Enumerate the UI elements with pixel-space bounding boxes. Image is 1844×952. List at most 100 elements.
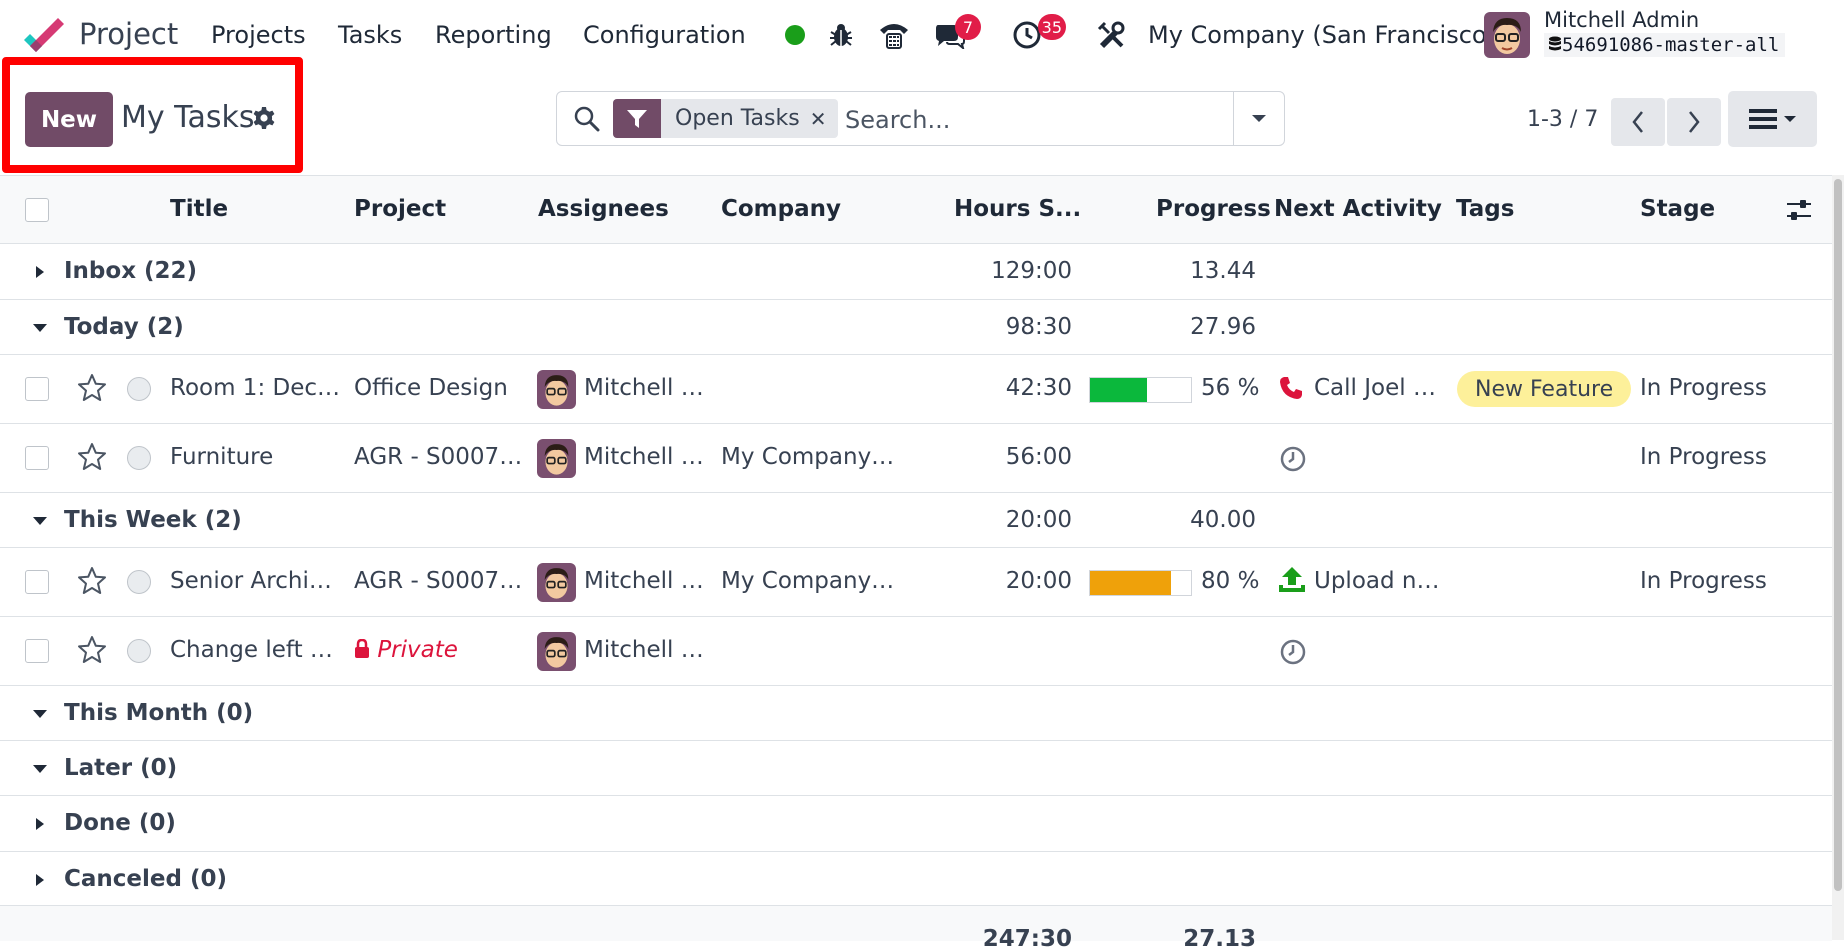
search-options-toggle[interactable] <box>1233 92 1284 145</box>
column-stage[interactable]: Stage <box>1640 196 1716 222</box>
pager-next-button[interactable] <box>1667 98 1721 146</box>
gear-icon[interactable] <box>252 106 276 130</box>
row-checkbox[interactable] <box>25 639 49 663</box>
table-row[interactable]: Furniture AGR - S0007… Mitchell … My Com… <box>0 424 1832 493</box>
user-name[interactable]: Mitchell Admin <box>1544 8 1700 32</box>
menu-tasks[interactable]: Tasks <box>338 21 403 49</box>
table-row[interactable]: Room 1: Dec… Office Design Mitchell … 42… <box>0 355 1832 424</box>
pager-value[interactable]: 1-3 / 7 <box>1527 107 1599 132</box>
task-status-indicator[interactable] <box>127 570 151 594</box>
upload-icon[interactable] <box>1277 565 1307 595</box>
row-checkbox[interactable] <box>25 446 49 470</box>
task-hours: 42:30 <box>1005 375 1072 401</box>
task-title: Furniture <box>170 444 274 470</box>
next-activity[interactable]: Call Joel … <box>1314 375 1436 401</box>
table-header: Title Project Assignees Company Hours S.… <box>0 175 1832 244</box>
company-switcher[interactable]: My Company (San Francisco) <box>1148 21 1496 49</box>
clock-icon[interactable] <box>1279 445 1307 473</box>
assignee-avatar[interactable] <box>537 632 576 671</box>
group-row-inbox[interactable]: Inbox (22) 129:00 13.44 <box>0 244 1832 300</box>
new-button[interactable]: New <box>25 92 113 147</box>
chat-badge: 7 <box>955 14 981 40</box>
assignee-name: Mitchell … <box>584 444 704 470</box>
select-all-checkbox[interactable] <box>25 198 49 222</box>
phone-icon[interactable] <box>1278 375 1304 401</box>
assignee-avatar[interactable] <box>537 563 576 602</box>
menu-reporting[interactable]: Reporting <box>435 21 552 49</box>
scrollbar-thumb[interactable] <box>1834 179 1842 891</box>
chat-icon[interactable]: 7 <box>933 14 981 52</box>
task-project: Office Design <box>354 375 508 401</box>
task-hours: 20:00 <box>1005 568 1072 594</box>
column-assignees[interactable]: Assignees <box>538 196 669 222</box>
star-icon[interactable] <box>76 634 108 666</box>
group-label: Today (2) <box>64 314 184 340</box>
group-row-today[interactable]: Today (2) 98:30 27.96 <box>0 300 1832 355</box>
presence-status-icon[interactable] <box>778 18 812 52</box>
progress-bar <box>1089 570 1192 596</box>
next-activity[interactable]: Upload n… <box>1314 568 1440 594</box>
optional-columns-icon[interactable] <box>1786 198 1812 222</box>
vertical-scrollbar[interactable] <box>1832 175 1844 940</box>
column-next-activity[interactable]: Next Activity <box>1274 196 1442 222</box>
menu-projects[interactable]: Projects <box>211 21 306 49</box>
group-row-this-week[interactable]: This Week (2) 20:00 40.00 <box>0 493 1832 548</box>
table-footer-totals: 247:30 27.13 <box>0 905 1832 952</box>
settings-tools-icon[interactable] <box>1094 18 1128 52</box>
search-icon[interactable] <box>573 105 601 133</box>
task-status-indicator[interactable] <box>127 446 151 470</box>
app-name[interactable]: Project <box>79 17 179 51</box>
progress-label: 56 % <box>1201 375 1260 401</box>
user-avatar[interactable] <box>1484 12 1530 58</box>
row-checkbox[interactable] <box>25 377 49 401</box>
row-checkbox[interactable] <box>25 570 49 594</box>
star-icon[interactable] <box>76 372 108 404</box>
column-hours-spent[interactable]: Hours S... <box>954 196 1082 222</box>
caret-right-icon <box>36 266 44 278</box>
task-stage: In Progress <box>1640 375 1767 401</box>
view-switcher-button[interactable] <box>1728 91 1817 147</box>
pager-previous-button[interactable] <box>1611 98 1665 146</box>
chevron-right-icon <box>1689 111 1700 133</box>
star-icon[interactable] <box>76 441 108 473</box>
progress-label: 80 % <box>1201 568 1260 594</box>
activity-clock-icon[interactable]: 35 <box>1010 14 1066 52</box>
group-row-done[interactable]: Done (0) <box>0 796 1832 852</box>
group-row-later[interactable]: Later (0) <box>0 741 1832 796</box>
task-project-private: Private <box>354 637 458 663</box>
database-icon <box>1549 36 1561 51</box>
group-hours: 20:00 <box>1005 507 1072 533</box>
facet-remove-icon[interactable]: ✕ <box>809 106 827 131</box>
group-row-this-month[interactable]: This Month (0) <box>0 686 1832 741</box>
table-row[interactable]: Senior Archi… AGR - S0007… Mitchell … My… <box>0 548 1832 617</box>
assignee-name: Mitchell … <box>584 568 704 594</box>
assignee-avatar[interactable] <box>537 370 576 409</box>
database-label: 54691086-master-all <box>1562 34 1780 56</box>
column-progress[interactable]: Progress <box>1156 196 1271 222</box>
table-row[interactable]: Change left … Private Mitchell … <box>0 617 1832 686</box>
caret-right-icon <box>36 874 44 886</box>
column-title[interactable]: Title <box>170 196 229 222</box>
task-status-indicator[interactable] <box>127 639 151 663</box>
column-tags[interactable]: Tags <box>1456 196 1515 222</box>
debug-bug-icon[interactable] <box>824 18 858 52</box>
group-label: This Week (2) <box>64 507 242 533</box>
lock-icon <box>355 638 369 658</box>
task-hours: 56:00 <box>1005 444 1072 470</box>
star-icon[interactable] <box>76 565 108 597</box>
task-company: My Company… <box>721 568 895 594</box>
top-navbar: Project Projects Tasks Reporting Configu… <box>0 0 1844 72</box>
assignee-avatar[interactable] <box>537 439 576 478</box>
task-title: Room 1: Dec… <box>170 375 341 401</box>
column-project[interactable]: Project <box>354 196 447 222</box>
search-input[interactable] <box>843 102 1227 138</box>
project-app-logo[interactable] <box>22 18 66 56</box>
column-company[interactable]: Company <box>721 196 841 222</box>
group-row-canceled[interactable]: Canceled (0) <box>0 852 1832 907</box>
phone-icon[interactable] <box>877 18 911 52</box>
clock-icon[interactable] <box>1279 638 1307 666</box>
annotation-highlight-box <box>2 57 303 173</box>
task-title: Senior Archi… <box>170 568 332 594</box>
menu-configuration[interactable]: Configuration <box>583 21 746 49</box>
task-status-indicator[interactable] <box>127 377 151 401</box>
